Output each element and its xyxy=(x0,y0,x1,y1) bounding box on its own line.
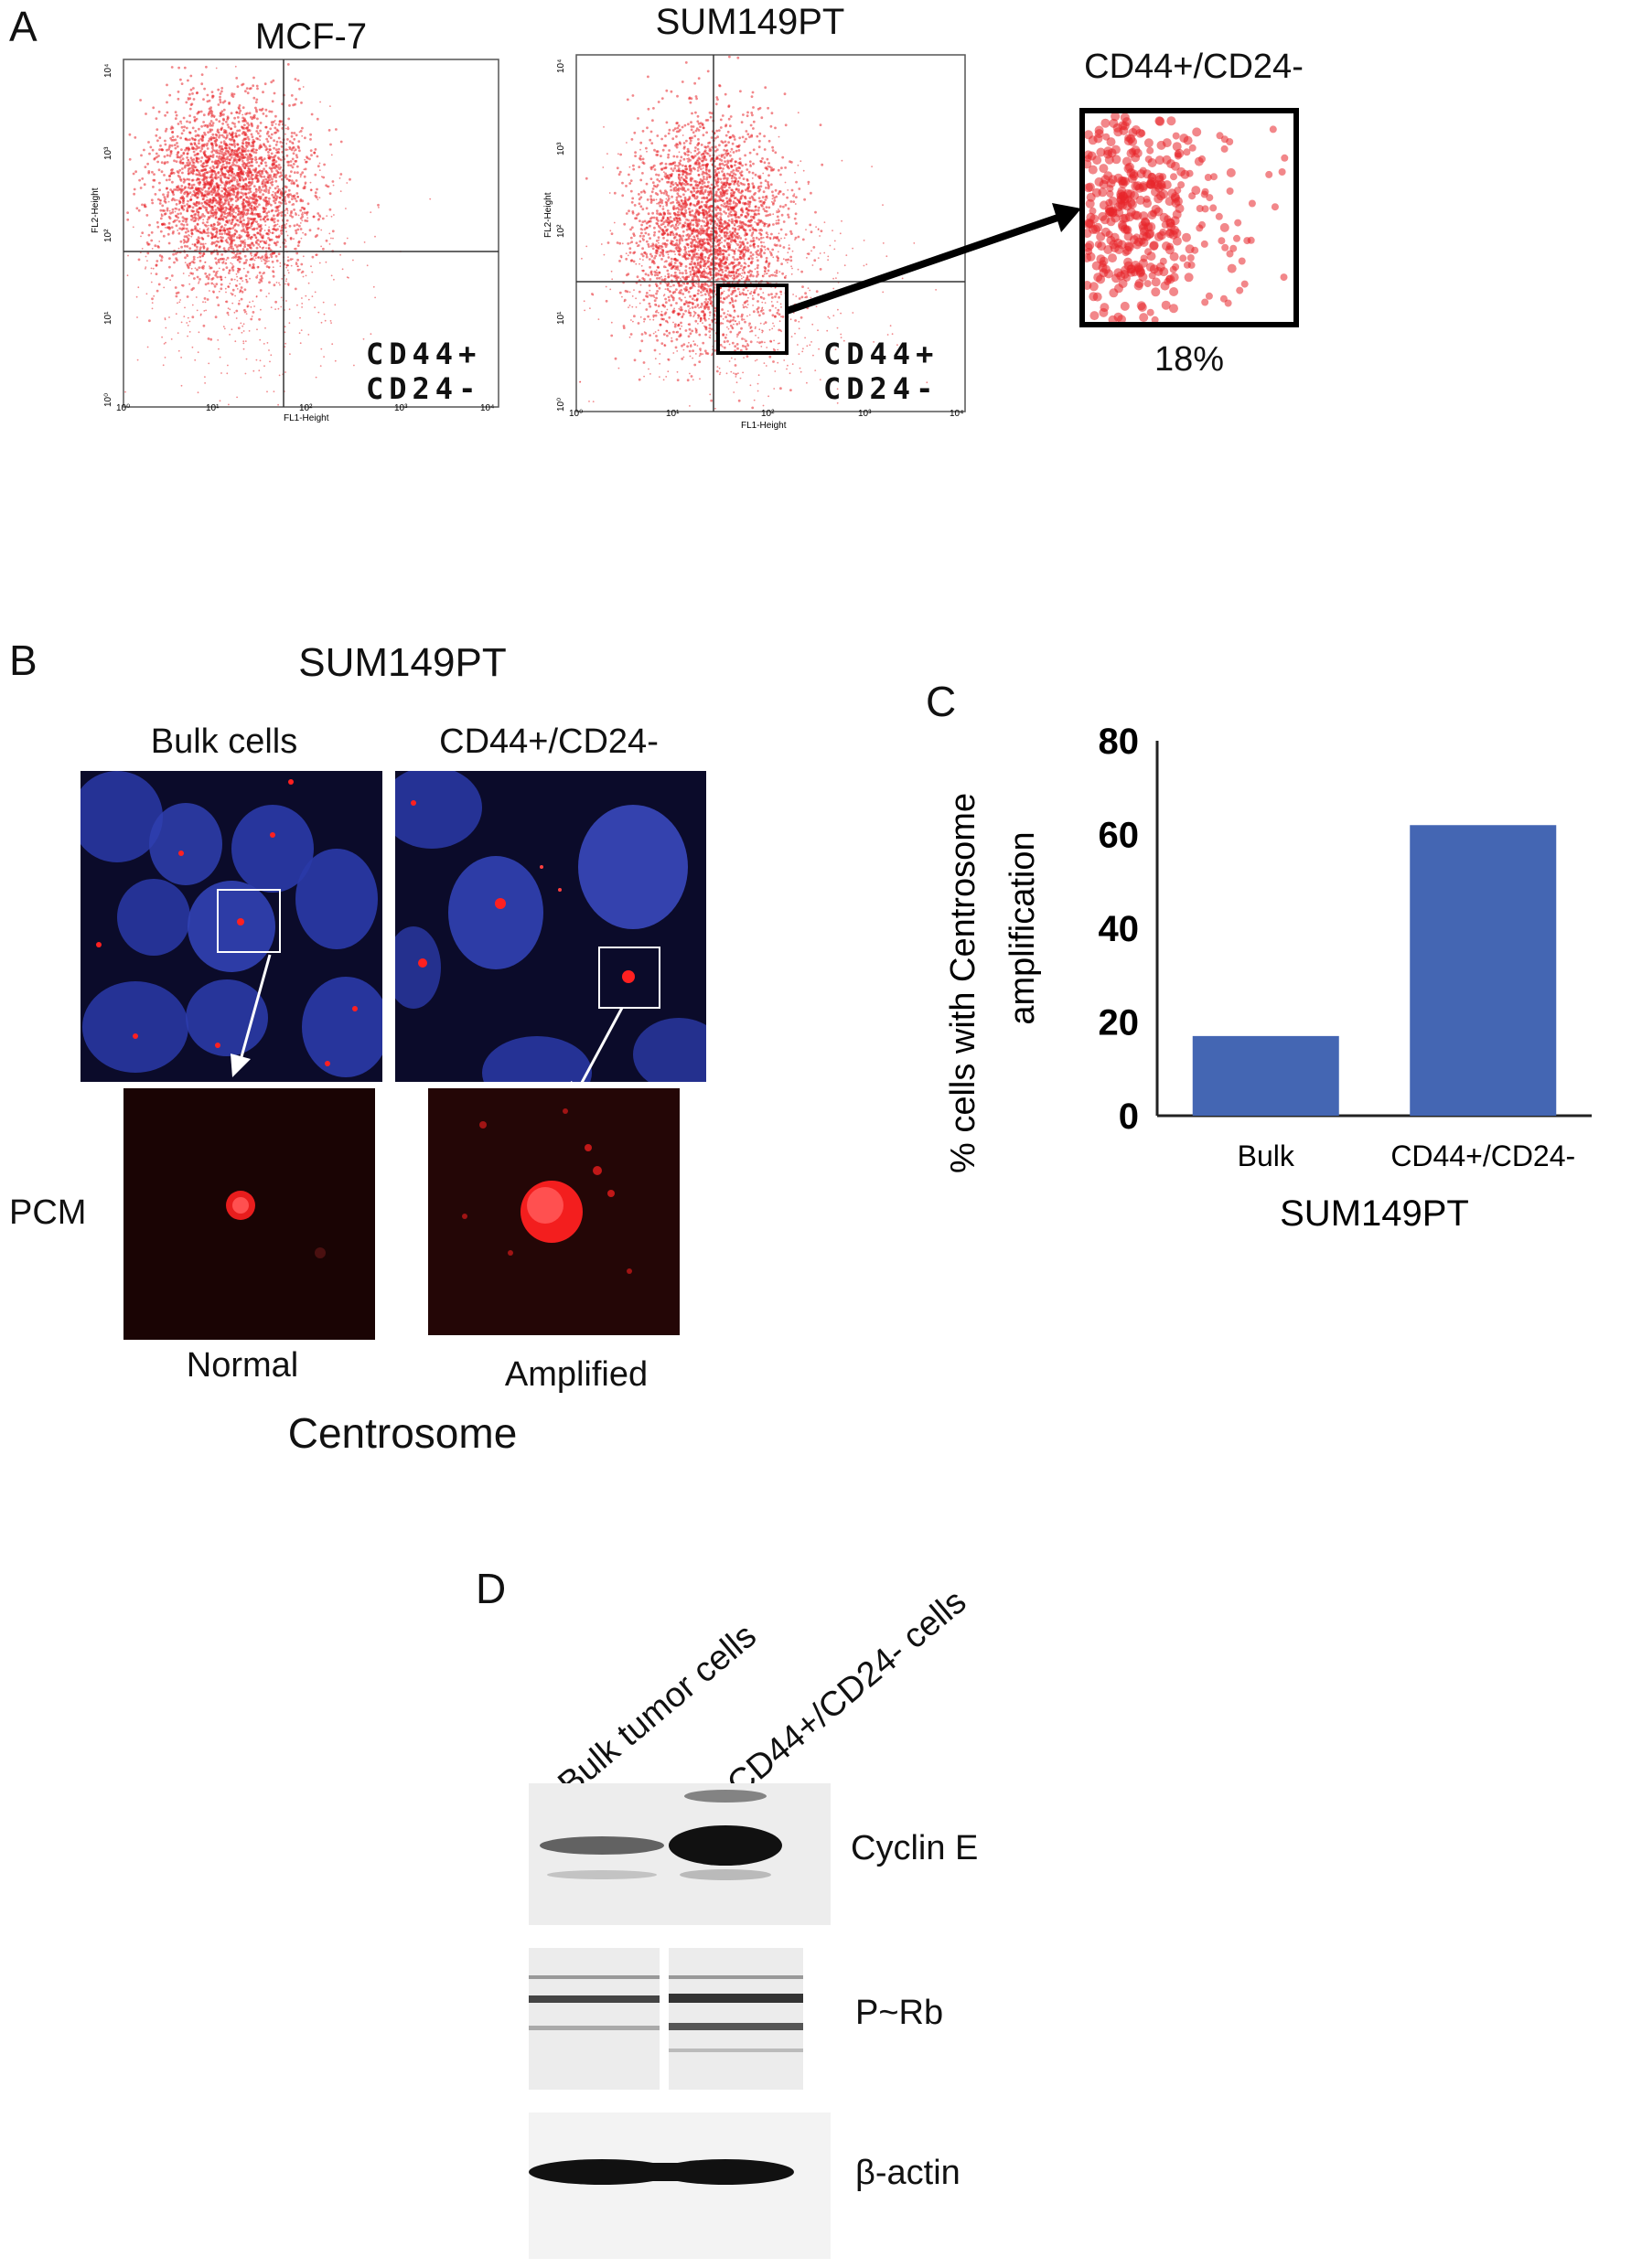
lane-label-cd44: CD44+/CD24- cells xyxy=(720,1582,974,1804)
plot1-xlabel: FL1-Height xyxy=(284,413,329,423)
panel-b-title: SUM149PT xyxy=(298,640,507,685)
plot1-ytick-3: 10³ xyxy=(103,146,113,160)
plot1-xtick-4: 10⁴ xyxy=(480,403,494,413)
plot2-ytick-4: 10⁴ xyxy=(556,59,566,73)
blot-cyclin-e xyxy=(529,1783,831,1925)
plot1-title: MCF-7 xyxy=(254,16,368,57)
plot2-ytick-2: 10² xyxy=(556,224,566,238)
plot1-ylabel: FL2-Height xyxy=(91,187,101,233)
row-label-pcm: PCM xyxy=(9,1193,87,1232)
bar-chart: 0 20 40 60 80 Bulk CD44+/CD24- SUM149PT % cells … xyxy=(944,722,1592,1234)
panel-b-letter: B xyxy=(9,637,38,684)
plot1-xtick-0: 10⁰ xyxy=(116,403,130,413)
pcm-normal xyxy=(123,1088,375,1340)
x-axis-label: SUM149PT xyxy=(1280,1193,1469,1234)
y-tick-label-2: 40 xyxy=(1099,909,1140,949)
panel-d-letter: D xyxy=(476,1565,507,1612)
y-tick-label-4: 80 xyxy=(1099,722,1140,762)
flow-plot-mcf7: FL2-Height FL1-Height 10⁰ 10¹ 10² 10³ 10… xyxy=(91,59,499,423)
plot2-ytick-3: 10³ xyxy=(556,142,566,155)
y-axis-label-line1: % cells with Centrosome xyxy=(944,793,982,1173)
y-axis-label-line2: amplification xyxy=(1003,831,1042,1024)
plot2-xtick-0: 10⁰ xyxy=(569,409,583,419)
plot1-ytick-4: 10⁴ xyxy=(103,64,113,78)
plot1-gate-label: CD44+ CD24- xyxy=(366,337,481,406)
plot1-ytick-0: 10⁰ xyxy=(103,393,113,407)
plot2-xtick-3: 10³ xyxy=(858,409,872,419)
plot2-xtick-2: 10² xyxy=(761,409,775,419)
plot2-xlabel: FL1-Height xyxy=(741,421,787,430)
bar-1 xyxy=(1410,825,1557,1116)
zoom-arrow xyxy=(787,203,1081,315)
plot2-ylabel: FL2-Height xyxy=(543,192,553,238)
flow-plot-sum149pt: FL2-Height FL1-Height 10⁰ 10¹ 10² 10³ 10… xyxy=(543,54,966,430)
plot1-gate-line2: CD24- xyxy=(366,371,482,406)
plot2-xtick-4: 10⁴ xyxy=(950,409,963,419)
zoom-title: CD44+/CD24- xyxy=(1084,48,1304,86)
band-label-beta-actin: β-actin xyxy=(855,2154,961,2192)
plot2-ytick-0: 10⁰ xyxy=(556,398,566,412)
band-label-prb: P~Rb xyxy=(855,1994,944,2032)
plot2-xtick-1: 10¹ xyxy=(666,409,680,419)
plot1-xtick-2: 10² xyxy=(299,403,313,413)
footer-centrosome: Centrosome xyxy=(287,1409,518,1457)
plot1-ytick-1: 10¹ xyxy=(103,311,113,325)
caption-amplified: Amplified xyxy=(504,1355,649,1394)
col1-label: Bulk cells xyxy=(150,722,298,761)
y-tick-label-1: 20 xyxy=(1099,1003,1140,1043)
plot2-gate-line1: CD44+ xyxy=(823,337,939,371)
panel-c-letter: C xyxy=(926,678,957,725)
blot-prb xyxy=(529,1948,803,2090)
micrograph-cd44 xyxy=(395,771,706,1082)
y-tick-label-0: 0 xyxy=(1119,1097,1139,1137)
panel-a-letter: A xyxy=(9,3,38,50)
caption-normal: Normal xyxy=(186,1346,299,1385)
y-tick-label-3: 60 xyxy=(1099,816,1140,856)
zoom-percent: 18% xyxy=(1154,340,1225,379)
plot1-xtick-1: 10¹ xyxy=(206,403,220,413)
x-tick-label-0: Bulk xyxy=(1238,1139,1295,1172)
plot1-gate-line1: CD44+ xyxy=(366,337,482,371)
plot2-ytick-1: 10¹ xyxy=(556,311,566,325)
plot1-ytick-2: 10² xyxy=(103,229,113,242)
plot2-gate-label: CD44+ CD24- xyxy=(823,337,939,406)
band-label-cyclin-e: Cyclin E xyxy=(851,1829,979,1867)
plot2-gate-line2: CD24- xyxy=(823,371,939,406)
zoom-arrow-bulk xyxy=(231,954,272,1077)
x-tick-label-1: CD44+/CD24- xyxy=(1390,1139,1575,1172)
plot1-xtick-3: 10³ xyxy=(394,403,408,413)
zoom-box xyxy=(1079,108,1299,327)
plot2-title: SUM149PT xyxy=(655,2,845,42)
bar-0 xyxy=(1192,1035,1339,1116)
pcm-amplified xyxy=(428,1088,680,1335)
blot-beta-actin xyxy=(529,2113,831,2259)
col2-label: CD44+/CD24- xyxy=(439,722,659,761)
micrograph-bulk xyxy=(80,771,382,1082)
